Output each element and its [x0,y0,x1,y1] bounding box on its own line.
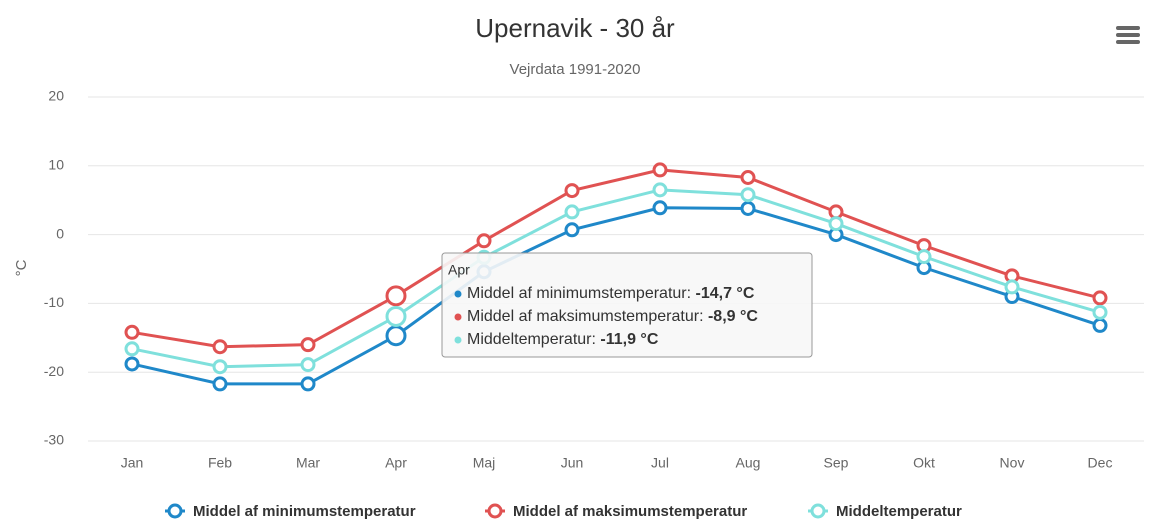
tooltip-dot [454,290,462,298]
data-point [300,337,316,353]
data-point [828,216,844,232]
tooltip-name: Middeltemperatur [467,331,592,348]
legend-item[interactable]: Middel af maksimumstemperatur [485,503,747,520]
data-point [564,222,580,238]
data-point [124,356,140,372]
data-point [385,285,407,307]
x-tick-label: Jun [561,455,584,471]
data-point [1092,304,1108,320]
legend-item[interactable]: Middeltemperatur [808,503,962,520]
x-tick-label: Sep [824,455,849,471]
x-tick-label: Apr [385,455,407,471]
y-tick-label: 0 [56,225,64,241]
tooltip-dot [454,336,462,344]
x-tick-label: Mar [296,455,320,471]
data-point [652,200,668,216]
y-tick-label: -30 [44,432,64,448]
data-point [124,324,140,340]
x-tick-label: Nov [1000,455,1025,471]
menu-bar[interactable] [1116,40,1140,44]
tooltip-name: Middel af minimumstemperatur [467,285,687,302]
x-tick-label: Feb [208,455,232,471]
data-point [385,325,407,347]
tooltip-value: -11,9 °C [600,331,658,348]
legend-label: Middel af minimumstemperatur [193,503,416,520]
y-tick-label: -20 [44,363,64,379]
chart-title: Upernavik - 30 år [475,13,675,43]
data-point [740,200,756,216]
menu-button[interactable] [1116,26,1140,44]
x-tick-label: Jul [651,455,669,471]
series-line [131,168,1101,349]
tooltip-sep: : [699,308,708,325]
tooltip-title: Apr [448,262,470,278]
x-tick-label: Maj [473,455,496,471]
data-point [1092,317,1108,333]
chart-subtitle: Vejrdata 1991-2020 [510,61,641,78]
data-point [476,233,492,249]
data-point [916,249,932,265]
data-point [212,339,228,355]
tooltip: Apr Middel af minimumstemperatur: -14,7 °… [441,252,813,358]
y-tick-label: 20 [48,88,64,104]
data-point [652,162,668,178]
data-point [652,182,668,198]
tooltip-sep: : [687,285,696,302]
legend-marker [487,503,503,519]
data-point [740,187,756,203]
legend-marker [810,503,826,519]
legend-label: Middel af maksimumstemperatur [513,503,747,520]
data-point [124,341,140,357]
data-point [564,183,580,199]
menu-bar[interactable] [1116,26,1140,30]
data-point [300,376,316,392]
x-tick-label: Jan [121,455,144,471]
tooltip-line: Middel af minimumstemperatur: -14,7 °C [467,285,755,302]
tooltip-name: Middel af maksimumstemperatur [467,308,700,325]
data-point [385,305,407,327]
data-point [212,376,228,392]
series-line [131,206,1101,386]
tooltip-dot [454,313,462,321]
data-point [1004,279,1020,295]
y-tick-label: 10 [48,157,64,173]
data-point [212,359,228,375]
tooltip-value: -14,7 °C [696,285,755,302]
tooltip-line: Middeltemperatur: -11,9 °C [467,331,659,348]
tooltip-sep: : [592,331,601,348]
x-tick-label: Dec [1088,455,1113,471]
tooltip-value: -8,9 °C [708,308,758,325]
y-tick-label: -10 [44,294,64,310]
x-tick-label: Okt [913,455,935,471]
data-point [1092,290,1108,306]
legend-marker [167,503,183,519]
x-tick-label: Aug [736,455,761,471]
data-point [740,169,756,185]
legend: Middel af minimumstemperatur Middel af ma… [165,503,962,520]
tooltip-line: Middel af maksimumstemperatur: -8,9 °C [467,308,758,325]
tooltip-box [441,252,813,358]
data-point [564,204,580,220]
legend-item[interactable]: Middel af minimumstemperatur [165,503,416,520]
data-point [300,357,316,373]
y-axis-label: °C [13,259,30,276]
legend-label: Middeltemperatur [836,503,962,520]
series-line [131,188,1101,369]
menu-bar[interactable] [1116,33,1140,37]
